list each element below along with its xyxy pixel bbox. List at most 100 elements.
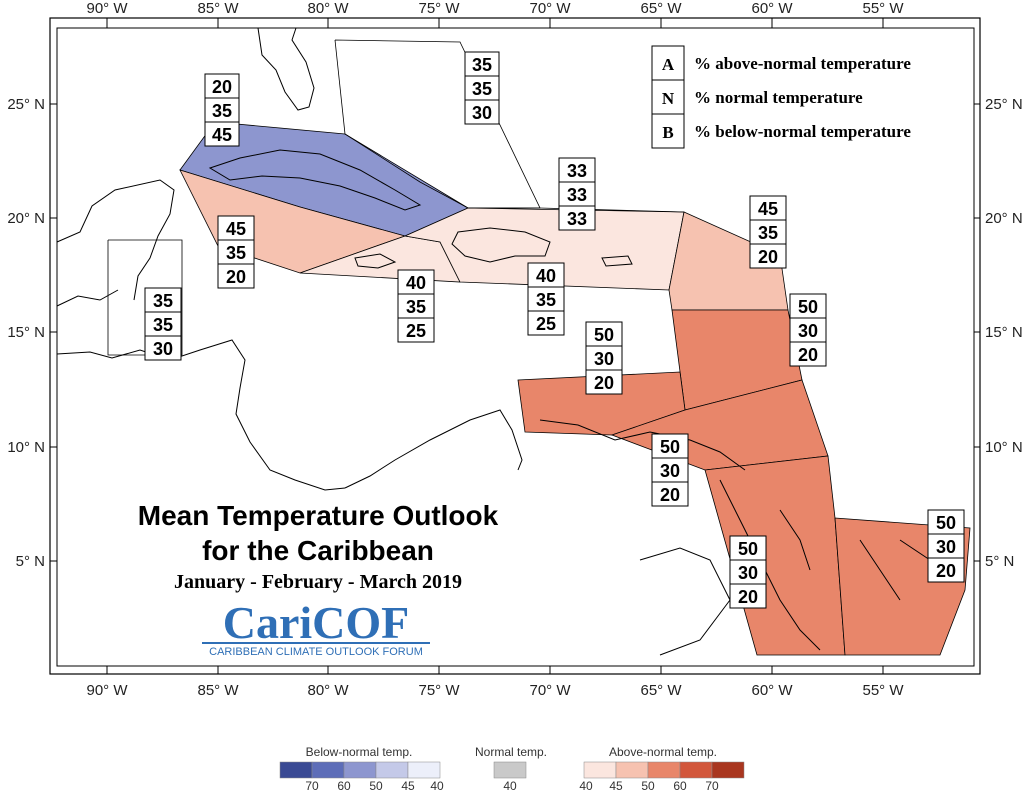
- prob-above: 45: [758, 199, 778, 219]
- prob-above: 50: [660, 437, 680, 457]
- prob-box-trinidad-tobago: 50 30 20: [651, 433, 689, 507]
- swatch-above-50: [647, 761, 681, 779]
- colorbar-tick: 70: [705, 779, 719, 791]
- prob-box-jamaica-haiti: 40 35 25: [397, 269, 435, 343]
- key-letter: B: [662, 123, 673, 142]
- prob-normal: 35: [226, 243, 246, 263]
- prob-box-leeward-islands: 45 35 20: [749, 195, 787, 269]
- swatch-normal-40: [493, 761, 527, 779]
- south-america-interior: [719, 479, 956, 651]
- colorbar-tick: 60: [337, 779, 351, 791]
- key-letter: A: [662, 55, 675, 74]
- lon-label: 80° W: [307, 682, 349, 699]
- lat-label: 25° N: [985, 96, 1023, 113]
- prob-above: 40: [536, 266, 556, 286]
- prob-normal: 30: [594, 349, 614, 369]
- prob-above: 40: [406, 273, 426, 293]
- prob-normal: 35: [153, 315, 173, 335]
- prob-below: 45: [212, 125, 232, 145]
- lon-label: 70° W: [529, 682, 571, 699]
- colorbar-tick: 40: [503, 779, 517, 791]
- map-title-line2: for the Caribbean: [202, 535, 434, 566]
- key-text: % above-normal temperature: [694, 54, 911, 73]
- lat-label: 10° N: [7, 439, 45, 456]
- lon-label: 75° W: [418, 0, 460, 17]
- lon-label: 55° W: [862, 0, 904, 17]
- prob-box-dominican-republic-puerto-rico: 40 35 25: [527, 262, 565, 336]
- swatch-below-45: [375, 761, 409, 779]
- prob-below: 20: [798, 345, 818, 365]
- prob-below: 20: [936, 561, 956, 581]
- lon-label: 65° W: [640, 0, 682, 17]
- tick-marks: [50, 18, 980, 674]
- prob-box-bahamas: 35 35 30: [464, 51, 500, 125]
- lat-label: 25° N: [7, 96, 45, 113]
- lat-label: 5° N: [985, 553, 1014, 570]
- prob-below: 25: [536, 314, 556, 334]
- forecast-regions: [179, 121, 971, 656]
- lon-label: 85° W: [197, 682, 239, 699]
- lon-label: 70° W: [529, 0, 571, 17]
- lat-label: 5° N: [16, 553, 45, 570]
- prob-box-cuba: 20 35 45: [204, 73, 240, 147]
- puerto-rico-coast: [601, 255, 633, 267]
- key-letter: N: [662, 89, 675, 108]
- colorbar-tick: 40: [579, 779, 593, 791]
- swatch-below-40: [407, 761, 441, 779]
- lat-label: 10° N: [985, 439, 1023, 456]
- prob-above: 50: [936, 513, 956, 533]
- lat-label: 20° N: [7, 210, 45, 227]
- cuba-coast: [208, 149, 422, 211]
- colorbar-tick: 45: [401, 779, 415, 791]
- lon-label: 80° W: [307, 0, 349, 17]
- key-item-below: B % below-normal temperature: [651, 113, 911, 149]
- prob-above: 35: [472, 55, 492, 75]
- title-backdrop: [100, 492, 520, 662]
- prob-below: 20: [660, 485, 680, 505]
- probability-key: A % above-normal temperature N % normal …: [651, 45, 911, 149]
- lat-label: 20° N: [985, 210, 1023, 227]
- florida-coast: [257, 27, 315, 111]
- panama-colombia-coast: [344, 409, 523, 489]
- swatch-above-60: [679, 761, 713, 779]
- prob-below: 25: [406, 321, 426, 341]
- lat-label: 15° N: [7, 324, 45, 341]
- colorbar-tick: 45: [609, 779, 623, 791]
- swatch-below-70: [279, 761, 313, 779]
- swatch-below-50: [343, 761, 377, 779]
- swatch-above-70: [711, 761, 745, 779]
- lon-label: 85° W: [197, 0, 239, 17]
- region-boundaries: [107, 39, 685, 356]
- map-subtitle: January - February - March 2019: [174, 571, 462, 593]
- lat-labels-right: 25° N 20° N 15° N 10° N 5° N: [985, 96, 1023, 570]
- lon-label: 75° W: [418, 682, 460, 699]
- lon-label: 60° W: [751, 0, 793, 17]
- colorbar-title-normal: Normal temp.: [475, 745, 547, 759]
- lon-label: 55° W: [862, 682, 904, 699]
- lon-label: 90° W: [86, 682, 128, 699]
- prob-below: 30: [153, 339, 173, 359]
- prob-normal: 35: [758, 223, 778, 243]
- prob-normal: 30: [738, 563, 758, 583]
- prob-below: 20: [758, 247, 778, 267]
- prob-above: 20: [212, 77, 232, 97]
- prob-above: 33: [567, 161, 587, 181]
- prob-below: 20: [738, 587, 758, 607]
- prob-box-cayman-jamaica-west: 45 35 20: [217, 215, 255, 289]
- colorbar-tick: 50: [641, 779, 655, 791]
- prob-below: 30: [472, 103, 492, 123]
- prob-below: 20: [594, 373, 614, 393]
- colorbar-legend: Below-normal temp. Normal temp. Above-no…: [279, 745, 745, 793]
- lon-label: 65° W: [640, 682, 682, 699]
- jamaica-coast: [354, 253, 397, 269]
- colorbar-tick: 60: [673, 779, 687, 791]
- lon-label: 90° W: [86, 0, 128, 17]
- belize-boundary: [107, 239, 183, 356]
- prob-box-turks-caicos: 33 33 33: [558, 157, 596, 231]
- colorbar-tick: 70: [305, 779, 319, 791]
- prob-above: 45: [226, 219, 246, 239]
- turks-boundary: [468, 207, 685, 213]
- colorbar-swatches-above: [583, 761, 745, 779]
